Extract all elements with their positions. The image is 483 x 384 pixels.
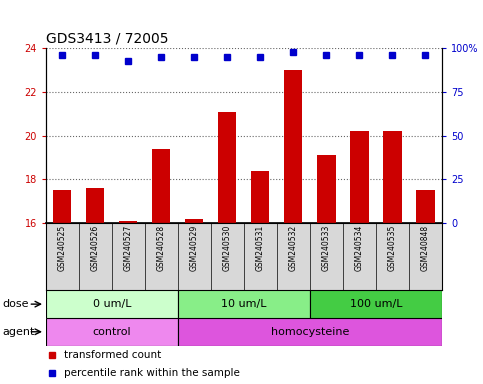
Text: percentile rank within the sample: percentile rank within the sample [64, 368, 240, 378]
Text: 0 um/L: 0 um/L [93, 299, 131, 309]
Text: GSM240528: GSM240528 [157, 225, 166, 271]
Text: dose: dose [2, 299, 29, 309]
Bar [152, 149, 170, 223]
Bar [384, 131, 401, 223]
Text: transformed count: transformed count [64, 350, 161, 360]
Text: 10 um/L: 10 um/L [221, 299, 267, 309]
Text: GSM240535: GSM240535 [388, 225, 397, 271]
Text: GSM240526: GSM240526 [91, 225, 100, 271]
Bar [310, 290, 442, 318]
Text: agent: agent [2, 327, 35, 337]
Bar [284, 70, 302, 223]
Bar [416, 190, 435, 223]
Bar [46, 318, 178, 346]
Text: GSM240534: GSM240534 [355, 225, 364, 271]
Text: GSM240531: GSM240531 [256, 225, 265, 271]
Text: GSM240525: GSM240525 [58, 225, 67, 271]
Text: 100 um/L: 100 um/L [350, 299, 402, 309]
Text: control: control [93, 327, 131, 337]
Text: GSM240533: GSM240533 [322, 225, 331, 271]
Bar [185, 219, 203, 223]
Text: homocysteine: homocysteine [271, 327, 349, 337]
Bar [218, 112, 237, 223]
Text: GSM240848: GSM240848 [421, 225, 430, 271]
Text: GSM240530: GSM240530 [223, 225, 232, 271]
Text: GSM240532: GSM240532 [289, 225, 298, 271]
Bar [119, 221, 138, 223]
Text: GDS3413 / 72005: GDS3413 / 72005 [46, 32, 169, 46]
Text: GSM240527: GSM240527 [124, 225, 133, 271]
Bar [178, 290, 310, 318]
Bar [86, 188, 104, 223]
Bar [251, 171, 270, 223]
Bar [350, 131, 369, 223]
Text: GSM240529: GSM240529 [190, 225, 199, 271]
Bar [178, 318, 442, 346]
Bar [46, 290, 178, 318]
Bar [53, 190, 71, 223]
Bar [317, 156, 336, 223]
